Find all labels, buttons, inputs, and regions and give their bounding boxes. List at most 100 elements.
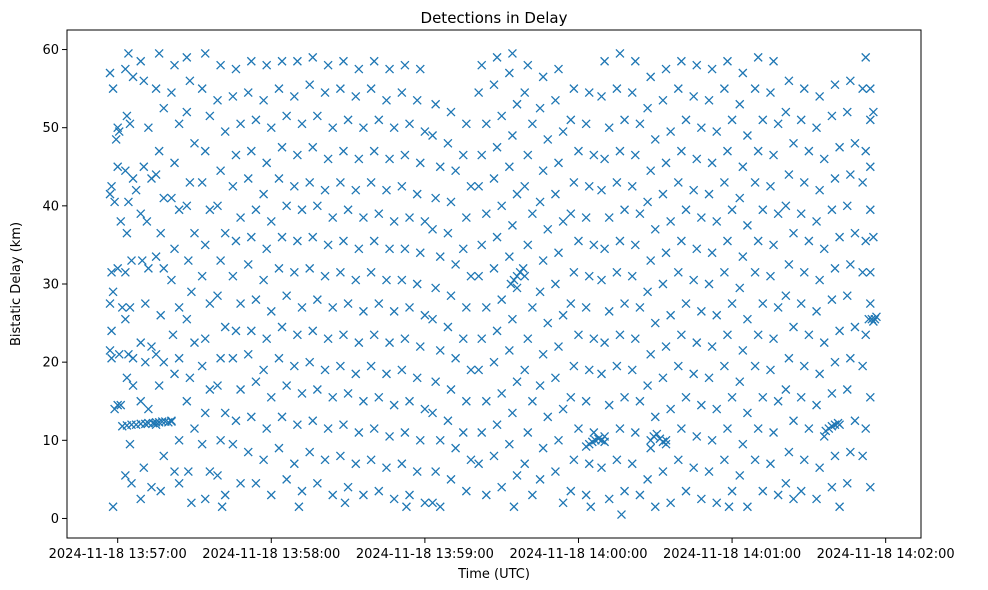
data-point [328,392,338,402]
data-point [446,107,456,117]
data-point [320,455,330,465]
data-point [723,330,732,340]
data-point [707,342,717,351]
data-point [428,131,438,140]
data-point [282,474,292,484]
data-point [506,279,516,289]
data-point [673,177,683,187]
data-point [523,60,533,70]
data-point [704,95,714,105]
data-point [335,177,345,187]
data-point [799,177,809,187]
data-point [170,467,179,477]
data-point [125,302,135,312]
data-point [538,349,548,359]
data-point [461,119,471,129]
data-point [719,177,729,187]
data-point [569,177,579,187]
data-point [458,334,468,344]
data-point [154,381,164,391]
data-point [385,154,395,164]
data-point [842,107,852,117]
data-point [742,408,752,418]
data-point [673,455,683,465]
data-point [712,127,722,137]
data-point [512,99,522,109]
data-point [122,111,132,121]
data-point [443,416,453,426]
data-point [108,287,118,297]
data-point [205,111,215,121]
data-point [658,467,668,477]
data-point [858,451,868,461]
data-point [789,138,798,148]
data-point [738,68,748,78]
data-point [251,205,261,215]
data-point [358,123,368,133]
data-point [107,267,117,277]
data-point [358,213,368,223]
data-point [274,353,284,363]
data-point [689,275,699,285]
data-point [789,416,798,426]
data-point [358,306,368,316]
data-point [128,353,138,363]
data-point [220,322,230,332]
data-point [431,193,441,203]
data-point [643,474,653,484]
data-point [190,338,199,348]
data-point [804,424,814,434]
data-point [689,185,699,195]
data-point [630,334,640,344]
data-point [308,232,318,242]
data-point [156,228,166,238]
data-point [835,232,845,242]
x-tick-label: 2024-11-18 13:59:00 [356,547,494,562]
data-point [523,428,533,437]
data-point [474,365,484,375]
data-point [200,48,210,58]
data-point [443,138,453,148]
data-point [262,334,272,344]
data-point [868,317,878,326]
data-point [451,260,461,269]
data-point [569,361,579,371]
y-tick-label: 50 [42,121,59,136]
data-point [323,154,333,164]
data-point [205,385,215,394]
data-point [114,127,124,137]
data-point [864,314,874,324]
data-point [107,326,117,336]
data-point [584,271,594,281]
data-point [523,150,533,160]
data-point [750,361,760,371]
data-point [620,299,630,308]
data-point [712,310,722,320]
data-point [481,302,491,312]
data-point [366,455,376,465]
data-point [431,283,441,293]
data-point [861,330,871,340]
data-point [784,76,794,86]
data-point [412,95,422,105]
data-point [589,150,599,160]
data-point [643,197,653,207]
data-point [236,478,246,488]
data-point [458,428,468,437]
data-point [366,84,376,94]
data-point [719,267,729,277]
data-point [719,84,729,94]
data-point [466,181,476,191]
data-point [835,142,845,152]
data-point [190,228,199,238]
data-point [612,361,622,371]
data-point [742,220,752,230]
chart-title: Detections in Delay [421,9,568,27]
data-point [170,158,179,168]
data-point [512,471,522,480]
data-point [830,263,840,273]
data-point [335,267,345,277]
data-point [566,115,576,125]
data-point [136,396,146,406]
data-point [461,213,471,223]
